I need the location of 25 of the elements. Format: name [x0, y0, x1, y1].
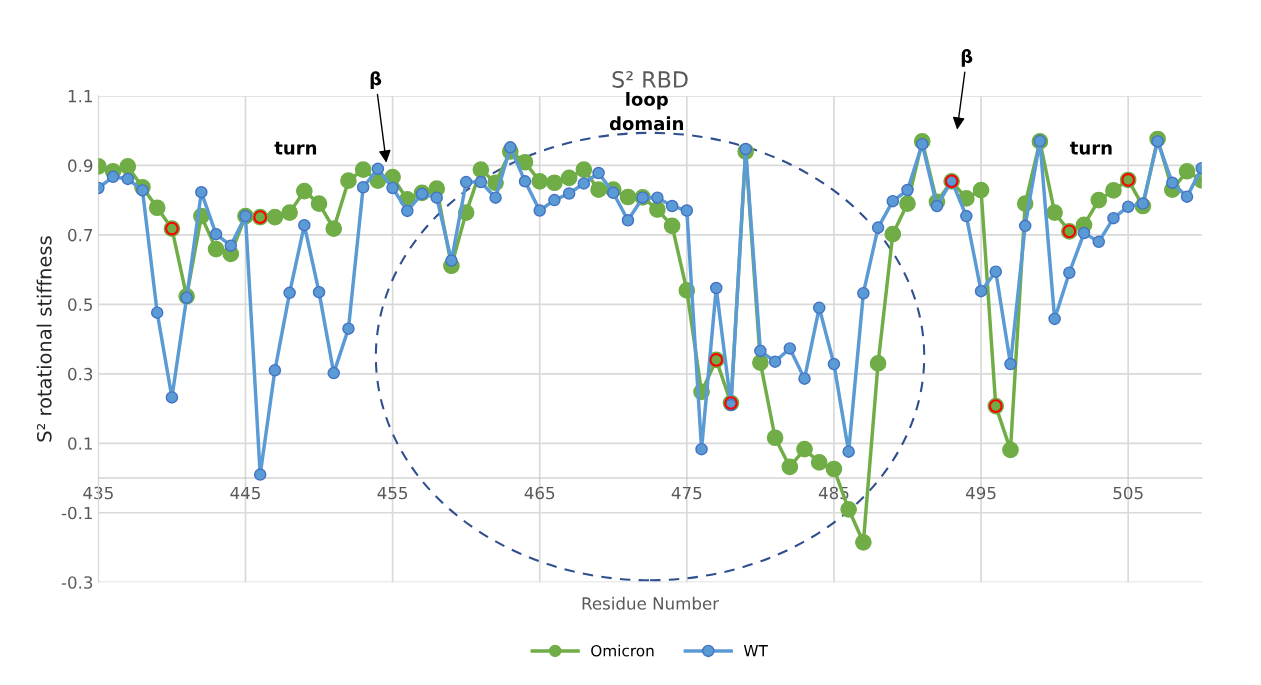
text: β [961, 49, 973, 67]
y-tick-label: 0.9 [68, 159, 93, 172]
y-tick-label: -0.3 [61, 576, 93, 589]
chart-title: S² RBD [612, 71, 688, 88]
x-tick-label: 465 [524, 486, 555, 500]
y-tick-label: 0.5 [68, 298, 93, 311]
y-axis-title: S² rotational stiffness [36, 236, 52, 442]
y-tick-label: 0.7 [68, 228, 93, 242]
x-tick-label: 495 [965, 486, 996, 500]
annotation: β [370, 71, 382, 89]
x-tick-label: 455 [377, 486, 408, 500]
x-tick-label: 435 [83, 486, 113, 500]
y-tick-label: 0.3 [68, 367, 93, 381]
annotation: turn [274, 141, 317, 155]
legend-label: Omicron [591, 644, 654, 657]
x-tick-label: 475 [671, 486, 702, 500]
y-tick-label: 0.1 [68, 437, 92, 450]
y-tick-label: 1.1 [68, 90, 92, 103]
x-tick-label: 445 [230, 486, 260, 500]
x-tick-label: 505 [1113, 486, 1143, 500]
y-tick-label: -0.1 [61, 506, 92, 520]
legend-label: WT [743, 645, 768, 657]
annotation: loop domain [609, 92, 684, 131]
annotation: turn [1070, 141, 1112, 155]
x-axis-title: Residue Number [582, 596, 720, 610]
